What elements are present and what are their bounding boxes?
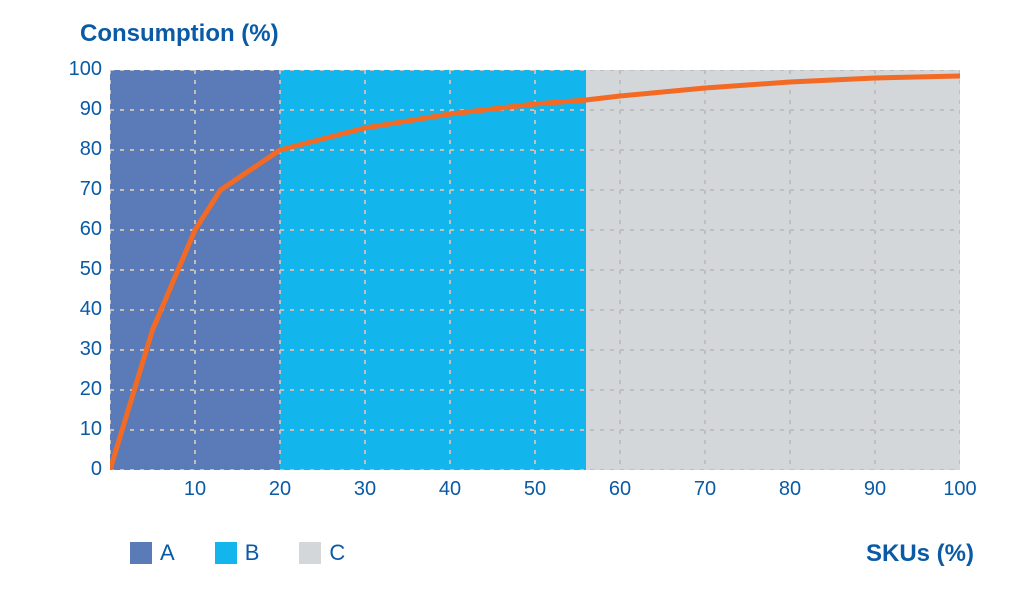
y-tick: 20 (52, 378, 102, 401)
x-tick: 90 (850, 478, 900, 501)
legend-item-b: B (215, 540, 260, 566)
x-tick: 20 (255, 478, 305, 501)
y-tick: 50 (52, 258, 102, 281)
x-tick: 60 (595, 478, 645, 501)
x-axis-title: SKUs (%) (866, 540, 974, 568)
x-tick: 50 (510, 478, 560, 501)
legend-item-a: A (130, 540, 175, 566)
plot-area (110, 70, 960, 470)
legend-swatch (215, 542, 237, 564)
legend-label: C (329, 540, 345, 566)
legend-item-c: C (299, 540, 345, 566)
x-tick: 100 (935, 478, 985, 501)
legend-label: B (245, 540, 260, 566)
y-tick: 0 (52, 458, 102, 481)
x-tick: 10 (170, 478, 220, 501)
x-tick: 70 (680, 478, 730, 501)
plot-svg (110, 70, 960, 470)
y-tick: 100 (52, 58, 102, 81)
x-tick: 30 (340, 478, 390, 501)
legend-swatch (130, 542, 152, 564)
legend-swatch (299, 542, 321, 564)
x-tick: 40 (425, 478, 475, 501)
y-tick: 80 (52, 138, 102, 161)
y-tick: 70 (52, 178, 102, 201)
legend-label: A (160, 540, 175, 566)
x-tick: 80 (765, 478, 815, 501)
y-tick: 10 (52, 418, 102, 441)
abc-consumption-chart: Consumption (%) SKUs (%) 0 10 20 30 40 50 60 70… (0, 0, 1024, 594)
y-axis-title: Consumption (%) (80, 20, 279, 48)
y-tick: 40 (52, 298, 102, 321)
y-tick: 90 (52, 98, 102, 121)
y-tick: 30 (52, 338, 102, 361)
legend: A B C (130, 540, 345, 566)
y-tick: 60 (52, 218, 102, 241)
